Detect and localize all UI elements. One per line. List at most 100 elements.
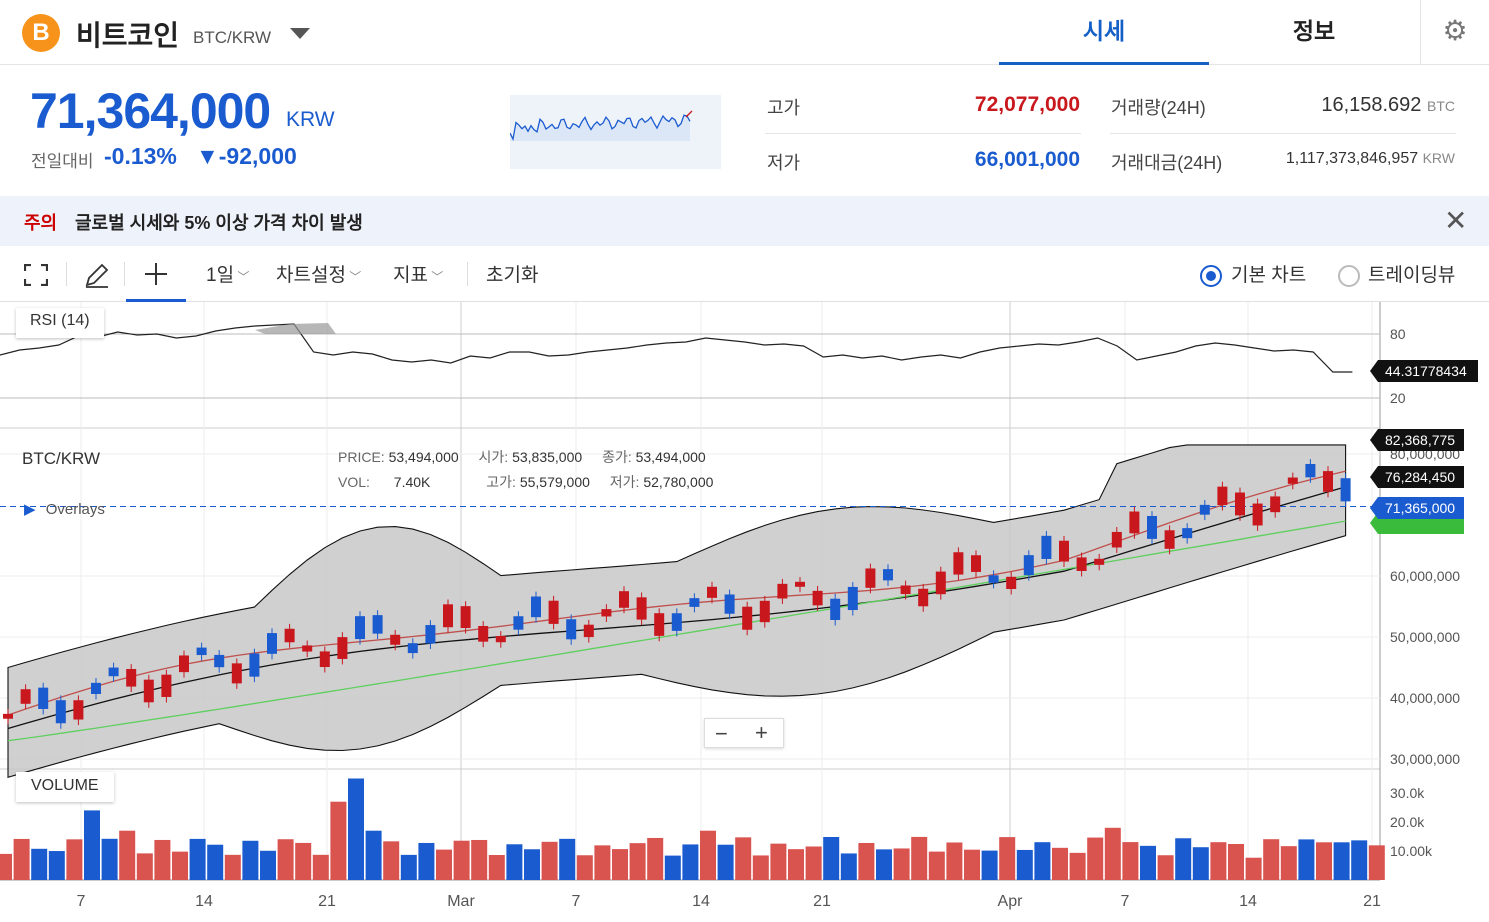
candle-body xyxy=(214,654,225,668)
divider xyxy=(1110,133,1456,134)
zoom-in-button[interactable]: + xyxy=(755,720,768,745)
indicators-menu[interactable]: 지표 ﹀ xyxy=(393,265,444,286)
candlestick-chart[interactable]: 7 14 21 Mar 7 14 21 Apr 7 14 21802044.3177843480,0… xyxy=(0,302,1489,922)
volume-number: 16,158.692 xyxy=(1321,94,1422,116)
candle-body xyxy=(865,568,876,588)
volume-bar xyxy=(576,855,593,880)
candle-body xyxy=(1059,540,1069,562)
volume-bar xyxy=(1333,842,1350,880)
candle-body xyxy=(971,555,981,572)
amount-unit: KRW xyxy=(1422,150,1455,166)
radio-tradingview[interactable] xyxy=(1338,265,1360,287)
indicators-label: 지표 xyxy=(393,265,428,286)
close-icon[interactable]: ✕ xyxy=(1444,205,1468,236)
fullscreen-icon[interactable] xyxy=(24,264,48,286)
candle-body xyxy=(566,619,577,640)
x-tick-label: 14 xyxy=(692,893,710,910)
volume-bar xyxy=(172,851,188,880)
candle-body xyxy=(108,667,119,677)
volume-bar xyxy=(418,842,435,880)
candle-body xyxy=(918,588,929,607)
overlays-toggle[interactable]: ▶ Overlays xyxy=(24,500,105,518)
candle-body xyxy=(3,713,13,719)
volume-bar xyxy=(752,855,769,880)
volume-bar xyxy=(682,844,699,880)
interval-select[interactable]: 1일 ﹀ xyxy=(206,265,250,286)
candle-body xyxy=(407,643,418,654)
crosshair-tool[interactable] xyxy=(126,246,186,302)
gear-icon[interactable]: ⚙ xyxy=(1420,0,1489,65)
volume-bar xyxy=(1034,842,1051,880)
x-tick-label: 14 xyxy=(195,893,213,910)
rsi-label: RSI (14) xyxy=(16,308,104,338)
volume-bar xyxy=(365,830,382,880)
candle-body xyxy=(1041,535,1052,559)
candle-body xyxy=(689,598,700,607)
coin-name[interactable]: 비트코인 xyxy=(76,20,180,51)
pair-label[interactable]: BTC/KRW xyxy=(193,28,272,47)
high-label: 고가 xyxy=(767,98,801,118)
volume-bar xyxy=(260,850,276,880)
price-tick-label: 60,000,000 xyxy=(1390,568,1460,584)
tab-price[interactable]: 시세 xyxy=(999,0,1209,65)
candle-body xyxy=(161,674,172,697)
pencil-icon[interactable] xyxy=(84,262,110,288)
sparkline-chart xyxy=(510,95,721,169)
volume-bar xyxy=(348,778,364,880)
symbol-label: BTC/KRW xyxy=(22,449,101,468)
volume-bar xyxy=(664,855,681,880)
candle-body xyxy=(495,636,506,643)
candle-body xyxy=(601,609,612,617)
candle-body xyxy=(671,613,682,631)
x-tick-label: 7 xyxy=(1121,893,1130,910)
overlays-label: Overlays xyxy=(45,501,105,518)
candle-body xyxy=(179,655,189,673)
volume-bar xyxy=(471,839,488,880)
volume-bar xyxy=(840,853,857,880)
candle-body xyxy=(847,586,858,611)
open-label: 시가: xyxy=(478,449,509,465)
reset-button[interactable]: 초기화 xyxy=(486,265,539,286)
radio-basic-chart[interactable] xyxy=(1200,265,1222,287)
tab-info[interactable]: 정보 xyxy=(1292,18,1336,44)
volume-bar xyxy=(1122,842,1139,880)
volume-bar xyxy=(647,837,664,880)
zoom-out-button[interactable]: − xyxy=(715,721,728,746)
notice-text: 글로벌 시세와 5% 이상 가격 차이 발생 xyxy=(75,213,363,233)
chart-settings-menu[interactable]: 차트설정 ﹀ xyxy=(276,265,362,286)
zoom-control: − + xyxy=(704,718,784,748)
price-tick-label: 40,000,000 xyxy=(1390,690,1460,706)
candle-body xyxy=(302,645,313,652)
volume-bar xyxy=(805,846,822,880)
open-value: 53,835,000 xyxy=(512,449,583,465)
volume-bar xyxy=(488,855,505,880)
volume-bar xyxy=(1263,839,1280,880)
volume-bar xyxy=(629,843,646,880)
volume-bar xyxy=(541,841,558,880)
candle-body xyxy=(1217,486,1228,506)
candle-body xyxy=(1340,478,1351,502)
volume-bar xyxy=(312,854,329,880)
chevron-down-icon[interactable] xyxy=(290,28,310,39)
volume-bar xyxy=(330,801,347,880)
candle-body xyxy=(988,575,999,583)
candle-body xyxy=(1129,511,1140,534)
volume-bar xyxy=(1316,842,1332,880)
basic-chart-label[interactable]: 기본 차트 xyxy=(1231,265,1307,286)
volume-bar xyxy=(66,839,83,880)
candle-body xyxy=(759,600,770,623)
volume-bar xyxy=(823,837,840,880)
vol-label: VOL: xyxy=(338,474,370,490)
candle-body xyxy=(935,571,946,595)
toolbar-divider xyxy=(66,262,67,286)
volume-bar xyxy=(612,849,628,880)
tradingview-label[interactable]: 트레이딩뷰 xyxy=(1368,265,1456,286)
chart-toolbar: 1일 ﹀ 차트설정 ﹀ 지표 ﹀ 초기화 기본 차트 트레이딩뷰 xyxy=(0,246,1489,302)
candle-body xyxy=(355,616,365,640)
plus-icon xyxy=(145,263,167,285)
interval-label: 1일 xyxy=(206,265,235,286)
candle-body xyxy=(478,626,489,642)
rsi-value-tag xyxy=(1370,360,1478,382)
volume-bar xyxy=(242,840,259,880)
candle-body xyxy=(1199,504,1210,515)
